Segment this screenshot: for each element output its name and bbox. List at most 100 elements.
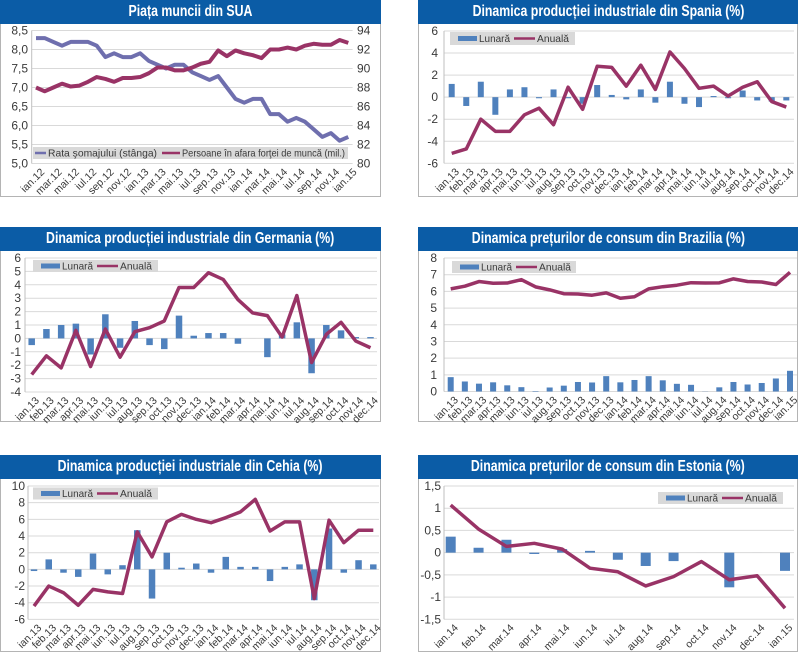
chart-plot-area: -6-4-20246810ian.13feb.13mar.13apr.13mai… bbox=[12, 479, 384, 653]
bar-lunara bbox=[311, 569, 318, 601]
chart-title: Dinamica producției industriale din Cehi… bbox=[58, 458, 323, 475]
y2-tick-label: 82 bbox=[357, 138, 371, 152]
series-line-anuala bbox=[449, 503, 787, 610]
chart-title-bar: Dinamica producției industriale din Cehi… bbox=[0, 455, 381, 479]
legend-label-persoane-in-afara-fortei-de-munca-mil: Persoane în afara forţei de muncă (mil.) bbox=[182, 148, 345, 160]
series-line-anuala bbox=[450, 271, 792, 300]
series-line-anuala bbox=[32, 497, 374, 608]
bar-lunara bbox=[89, 553, 97, 570]
bar-lunara bbox=[631, 379, 638, 392]
bar-lunara bbox=[744, 384, 751, 392]
bar-lunara bbox=[532, 390, 539, 392]
legend-label-anuala: Anuală bbox=[539, 262, 571, 274]
legend-background bbox=[450, 32, 575, 45]
bar-lunara bbox=[131, 320, 139, 339]
bar-lunara bbox=[640, 552, 651, 566]
chart-plot-area: -4-3-2-10123456ian.13feb.13mar.13apr.13m… bbox=[10, 251, 381, 426]
bar-lunara bbox=[688, 384, 695, 392]
y-tick-label: 8,5 bbox=[11, 24, 28, 38]
x-tick-label: oct.14 bbox=[683, 622, 712, 651]
bar-lunara bbox=[506, 89, 513, 98]
y-tick-label: 4 bbox=[18, 529, 25, 543]
bar-lunara bbox=[490, 382, 497, 392]
bar-lunara bbox=[565, 97, 572, 99]
chart-title-bar: Dinamica prețurilor de consum din Brazil… bbox=[418, 227, 798, 251]
series-line-anuala bbox=[30, 270, 372, 376]
series-line-rata-somajului-stanga bbox=[36, 36, 350, 143]
y-tick-label: 7,0 bbox=[11, 81, 28, 95]
chart-title-bar: Dinamica prețurilor de consum din Estoni… bbox=[418, 455, 798, 479]
bar-lunara bbox=[323, 325, 330, 339]
bar-lunara bbox=[205, 333, 212, 339]
bar-lunara bbox=[461, 381, 468, 392]
x-tick-label: iun.14 bbox=[572, 622, 601, 651]
y-tick-label: 8 bbox=[18, 496, 25, 510]
bar-lunara bbox=[266, 569, 274, 582]
y-tick-label: -4 bbox=[427, 134, 438, 148]
bar-lunara bbox=[681, 97, 688, 104]
x-tick-label: mai.14 bbox=[542, 622, 573, 653]
legend-background bbox=[452, 261, 576, 273]
y2-tick-label: 88 bbox=[357, 81, 371, 95]
chart-panel-germany-industrial-production: -4 -3 -2 -1 0 1 2 3 4 5 6 ian.13 feb.13 mar.13 apr.13 m… bbox=[0, 227, 381, 426]
legend-background bbox=[33, 147, 348, 159]
bar-lunara bbox=[134, 530, 141, 570]
series-line-anuala bbox=[451, 50, 787, 156]
chart-title-bar: Dinamica producției industriale din Germ… bbox=[0, 227, 381, 251]
y-tick-label: -2 bbox=[10, 358, 21, 372]
bar-lunara bbox=[161, 338, 168, 350]
bar-lunara bbox=[535, 97, 542, 99]
bar-lunara bbox=[492, 97, 499, 115]
bar-lunara bbox=[710, 96, 717, 98]
bar-lunara bbox=[264, 338, 271, 358]
bar-lunara bbox=[637, 89, 644, 98]
bar-lunara bbox=[603, 376, 610, 392]
bar-lunara bbox=[148, 569, 156, 599]
y-tick-label: -4 bbox=[10, 385, 21, 399]
y-tick-label: 7,5 bbox=[11, 62, 28, 76]
x-tick-label: ian.15 bbox=[767, 622, 796, 651]
bar-lunara bbox=[475, 383, 482, 392]
chart-title-bar: Dinamica producției industriale din Span… bbox=[418, 0, 798, 24]
chart-panel-brazil-consumer-prices: 0 1 2 3 4 5 6 7 8 ian.13 feb.13 mar.13 apr.13 mai.13 i… bbox=[418, 227, 800, 425]
bar-lunara bbox=[730, 381, 737, 392]
bar-lunara bbox=[119, 565, 126, 570]
y-tick-label: -3 bbox=[10, 372, 21, 386]
bar-lunara bbox=[281, 566, 289, 570]
y-tick-label: 5,0 bbox=[11, 157, 28, 171]
bar-lunara bbox=[666, 81, 673, 98]
y2-tick-label: 84 bbox=[357, 119, 371, 133]
bar-lunara bbox=[754, 97, 761, 101]
bar-lunara bbox=[758, 382, 765, 392]
bar-lunara bbox=[739, 90, 746, 98]
y2-tick-label: 80 bbox=[357, 157, 371, 171]
y-tick-label: 6,5 bbox=[11, 100, 28, 114]
x-tick-label: dec.14 bbox=[737, 622, 768, 653]
y-tick-label: -0,5 bbox=[420, 568, 441, 582]
bar-lunara bbox=[724, 552, 735, 588]
chart-title: Piața muncii din SUA bbox=[128, 3, 253, 20]
y-tick-label: -1,5 bbox=[420, 612, 441, 626]
bar-lunara bbox=[178, 567, 185, 570]
y-tick-label: 1 bbox=[430, 368, 437, 382]
bar-lunara bbox=[780, 552, 790, 571]
y-tick-label: 4 bbox=[431, 46, 438, 60]
x-tick-label: aug.14 bbox=[625, 622, 656, 653]
bar-lunara bbox=[104, 569, 112, 575]
x-tick-label: feb.14 bbox=[460, 622, 489, 651]
y-tick-label: 1,5 bbox=[424, 479, 441, 493]
bar-series-lunara bbox=[447, 370, 793, 392]
chart-plot-area: -6-4-20246ian.13feb.13mar.13apr.13mai.13… bbox=[427, 24, 796, 197]
legend-label-lunara: Lunară bbox=[62, 488, 93, 500]
legend-label-anuala: Anuală bbox=[537, 33, 569, 45]
x-tick-label: nov.14 bbox=[709, 622, 739, 652]
y-tick-label: 7 bbox=[430, 268, 437, 282]
bar-lunara bbox=[696, 97, 703, 108]
bar-lunara bbox=[219, 333, 227, 339]
legend-label-lunara: Lunară bbox=[62, 261, 93, 273]
legend-background bbox=[658, 492, 783, 504]
bar-lunara bbox=[623, 97, 630, 100]
bar-lunara bbox=[787, 370, 793, 392]
bar-lunara bbox=[617, 382, 624, 392]
bar-lunara bbox=[367, 337, 374, 339]
